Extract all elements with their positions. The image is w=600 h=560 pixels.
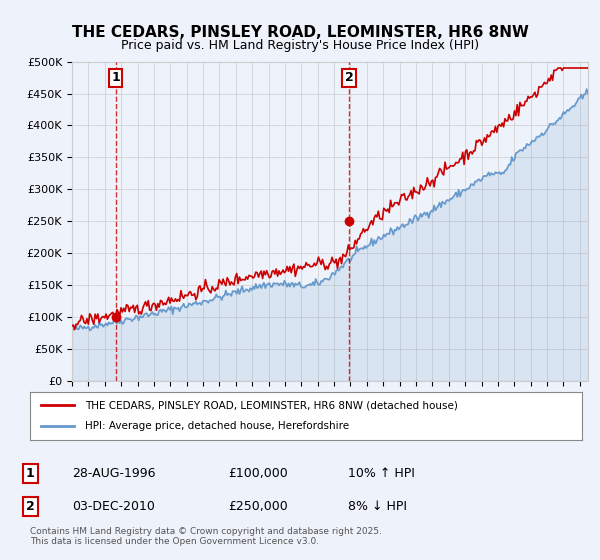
Text: £250,000: £250,000: [228, 500, 288, 514]
Text: 10% ↑ HPI: 10% ↑ HPI: [348, 466, 415, 480]
Text: Contains HM Land Registry data © Crown copyright and database right 2025.
This d: Contains HM Land Registry data © Crown c…: [30, 526, 382, 546]
Text: THE CEDARS, PINSLEY ROAD, LEOMINSTER, HR6 8NW (detached house): THE CEDARS, PINSLEY ROAD, LEOMINSTER, HR…: [85, 400, 458, 410]
Text: 28-AUG-1996: 28-AUG-1996: [72, 466, 155, 480]
Text: THE CEDARS, PINSLEY ROAD, LEOMINSTER, HR6 8NW: THE CEDARS, PINSLEY ROAD, LEOMINSTER, HR…: [71, 25, 529, 40]
Text: Price paid vs. HM Land Registry's House Price Index (HPI): Price paid vs. HM Land Registry's House …: [121, 39, 479, 52]
Text: 03-DEC-2010: 03-DEC-2010: [72, 500, 155, 514]
Text: 1: 1: [26, 466, 34, 480]
Text: £100,000: £100,000: [228, 466, 288, 480]
Text: HPI: Average price, detached house, Herefordshire: HPI: Average price, detached house, Here…: [85, 421, 349, 431]
Text: 2: 2: [26, 500, 34, 514]
Text: 1: 1: [111, 71, 120, 84]
Text: 2: 2: [345, 71, 353, 84]
Text: 8% ↓ HPI: 8% ↓ HPI: [348, 500, 407, 514]
